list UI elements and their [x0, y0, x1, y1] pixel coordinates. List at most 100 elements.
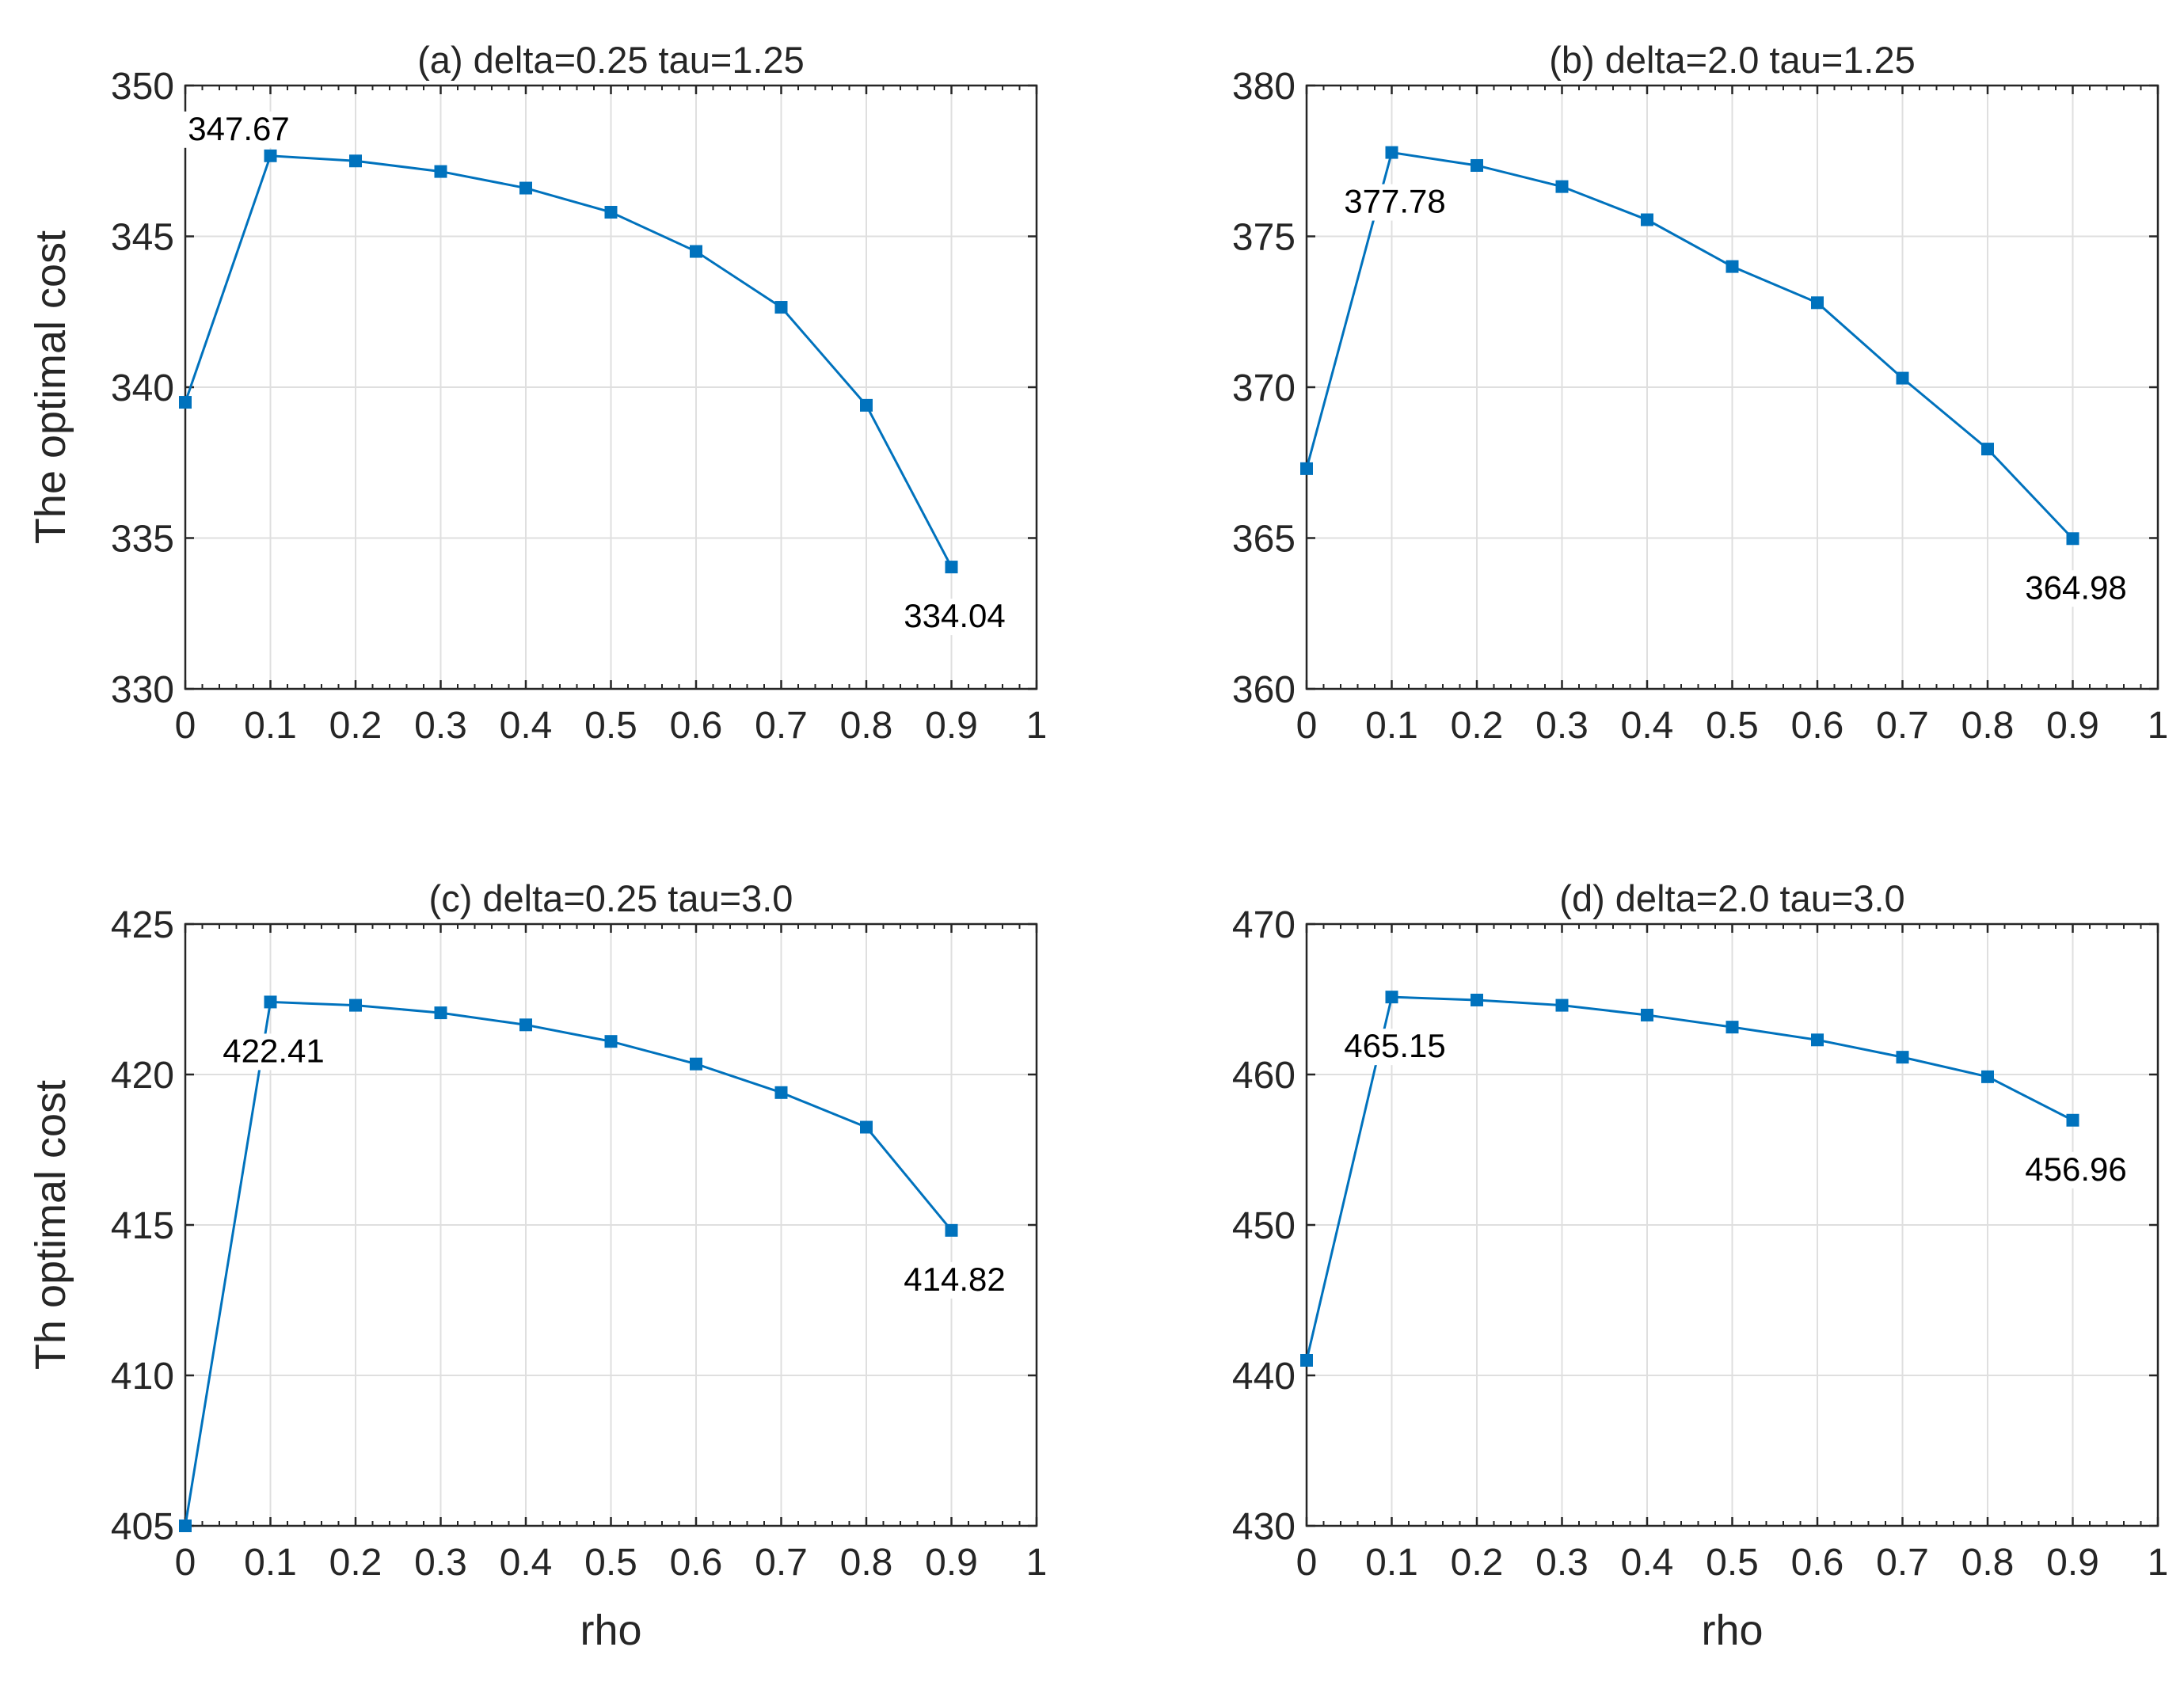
x-tick-label: 0.7: [755, 705, 808, 747]
data-point: [1896, 1051, 1909, 1064]
x-tick-label: 0.5: [584, 705, 637, 747]
data-point: [1300, 462, 1313, 475]
x-tick-label: 0.2: [329, 1542, 382, 1584]
y-tick-label: 335: [111, 519, 174, 561]
chart-title: (c) delta=0.25 tau=3.0: [429, 877, 793, 919]
y-tick-label: 415: [111, 1205, 174, 1247]
y-tick-label: 425: [111, 904, 174, 946]
x-tick-label: 0: [175, 705, 196, 747]
data-label-background: [1331, 1029, 1459, 1066]
data-point: [690, 245, 702, 258]
y-tick-label: 460: [1232, 1055, 1296, 1097]
data-point: [1300, 1354, 1313, 1367]
data-label-background: [210, 1033, 337, 1071]
x-tick-label: 0.2: [329, 705, 382, 747]
x-tick-label: 1: [1026, 1542, 1048, 1584]
y-tick-label: 450: [1232, 1205, 1296, 1247]
x-tick-label: 1: [2148, 1542, 2169, 1584]
chart-title: (b) delta=2.0 tau=1.25: [1549, 39, 1916, 81]
x-tick-label: 0.3: [1535, 705, 1589, 747]
data-point: [1385, 991, 1398, 1004]
series-line: [1305, 150, 2074, 540]
x-tick-label: 0.1: [244, 1542, 297, 1584]
x-tick-label: 0.3: [1535, 1542, 1589, 1584]
series-line: [184, 1000, 953, 1527]
x-tick-label: 0.1: [1365, 705, 1418, 747]
chart-panel-0: 0 0.1 0.2 0.3 0.4 0.5 0.6 0.7 0.8 0.9 1 330 335 340 34…: [27, 39, 1047, 747]
y-tick-label: 340: [111, 367, 174, 409]
x-axis-label: rho: [580, 1607, 641, 1654]
data-point: [1555, 180, 1569, 193]
x-tick-label: 0.9: [2046, 705, 2099, 747]
x-tick-label: 0.8: [1961, 705, 2015, 747]
x-tick-label: 0.6: [670, 1542, 723, 1584]
y-tick-label: 350: [111, 66, 174, 108]
x-tick-label: 0.8: [840, 705, 893, 747]
data-point: [179, 396, 192, 409]
x-tick-label: 0: [175, 1542, 196, 1584]
x-tick-label: 0.4: [500, 705, 553, 747]
data-point: [1811, 1033, 1824, 1047]
y-tick-label: 360: [1232, 669, 1296, 711]
data-label: 377.78: [1344, 183, 1445, 220]
data-point: [1385, 146, 1398, 159]
y-tick-label: 430: [1232, 1506, 1296, 1548]
chart-panel-3: 0 0.1 0.2 0.3 0.4 0.5 0.6 0.7 0.8 0.9 1 430 440 450 46…: [1232, 877, 2168, 1654]
data-point: [1896, 371, 1909, 385]
data-point: [349, 998, 362, 1012]
data-point: [519, 1018, 532, 1032]
x-tick-label: 0.4: [500, 1542, 553, 1584]
y-tick-label: 380: [1232, 66, 1296, 108]
data-point: [1471, 158, 1483, 172]
x-tick-label: 0.6: [670, 705, 723, 747]
y-tick-label: 375: [1232, 217, 1296, 259]
data-point: [2066, 532, 2079, 546]
y-tick-label: 405: [111, 1506, 174, 1548]
x-tick-label: 0.6: [1791, 1542, 1844, 1584]
series-line: [184, 154, 953, 568]
data-point: [264, 995, 277, 1009]
data-label: 422.41: [223, 1032, 324, 1069]
x-tick-label: 0.7: [1876, 705, 1929, 747]
y-tick-label: 440: [1232, 1356, 1296, 1398]
data-point: [1981, 1070, 1994, 1083]
x-tick-label: 0.2: [1451, 705, 1504, 747]
x-tick-label: 0.3: [414, 705, 467, 747]
chart-title: (a) delta=0.25 tau=1.25: [417, 39, 805, 81]
data-point: [1981, 443, 1994, 456]
series-line: [1305, 995, 2074, 1361]
data-label-background: [2012, 570, 2140, 607]
data-label-background: [891, 599, 1018, 636]
x-tick-label: 0.8: [1961, 1542, 2015, 1584]
data-point: [349, 154, 362, 168]
data-point: [2066, 1113, 2079, 1127]
data-label-background: [2012, 1151, 2140, 1189]
x-tick-label: 0: [1296, 705, 1318, 747]
data-label: 364.98: [2025, 569, 2126, 606]
data-point: [945, 561, 958, 574]
x-tick-label: 0.1: [244, 705, 297, 747]
y-tick-label: 330: [111, 669, 174, 711]
y-tick-label: 470: [1232, 904, 1296, 946]
data-point: [1641, 1008, 1653, 1021]
y-tick-label: 370: [1232, 367, 1296, 409]
y-tick-label: 410: [111, 1356, 174, 1398]
data-point: [519, 181, 532, 195]
x-tick-label: 0.2: [1451, 1542, 1504, 1584]
data-point: [945, 1223, 958, 1237]
chart-panel-1: 0 0.1 0.2 0.3 0.4 0.5 0.6 0.7 0.8 0.9 1 360 365 370 37…: [1232, 39, 2168, 747]
data-point: [179, 1520, 192, 1532]
data-point: [264, 149, 277, 162]
x-tick-label: 0.9: [925, 1542, 978, 1584]
chart-panel-2: 0 0.1 0.2 0.3 0.4 0.5 0.6 0.7 0.8 0.9 1 405 410 415 42…: [27, 877, 1047, 1654]
x-tick-label: 0.7: [755, 1542, 808, 1584]
data-point: [690, 1057, 702, 1071]
x-tick-label: 0.9: [925, 705, 978, 747]
x-tick-label: 0.5: [1706, 1542, 1759, 1584]
x-tick-label: 0.4: [1621, 1542, 1674, 1584]
data-point: [1811, 296, 1824, 310]
data-point: [860, 398, 873, 412]
data-label: 465.15: [1344, 1027, 1445, 1064]
data-label: 456.96: [2025, 1151, 2126, 1188]
